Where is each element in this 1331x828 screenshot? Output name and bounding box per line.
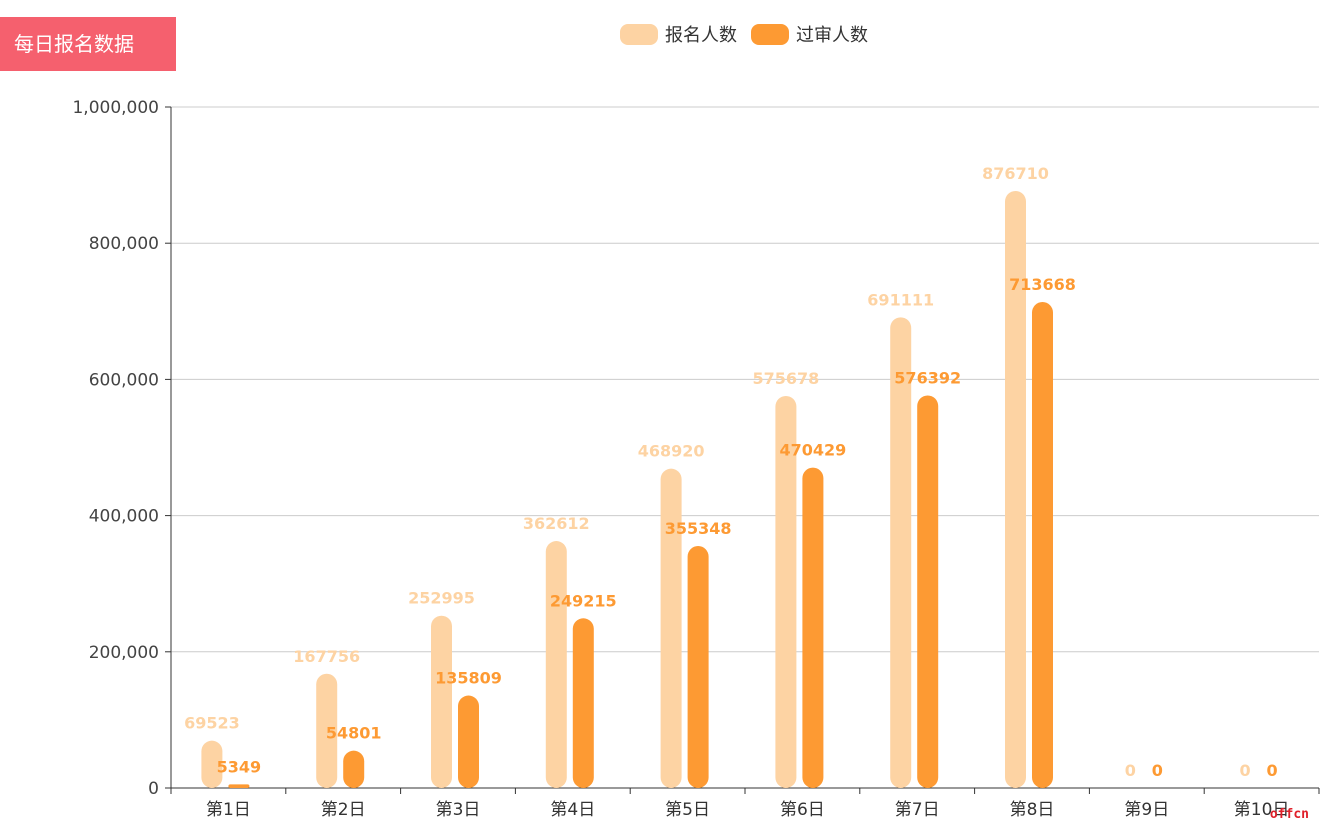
y-tick-label: 1,000,000 xyxy=(72,98,159,118)
x-tick-label: 第10日 xyxy=(1234,800,1290,820)
data-label: 468920 xyxy=(638,442,705,461)
bar-registered xyxy=(1005,190,1026,788)
data-label: 0 xyxy=(1240,761,1251,780)
data-label: 0 xyxy=(1125,761,1136,780)
x-tick-label: 第3日 xyxy=(436,800,481,820)
bar-registered xyxy=(545,541,567,788)
x-tick-label: 第2日 xyxy=(321,800,366,820)
legend-label: 报名人数 xyxy=(665,25,737,46)
data-label: 0 xyxy=(1267,761,1278,780)
data-label: 876710 xyxy=(982,164,1049,183)
x-tick-label: 第7日 xyxy=(895,800,940,820)
data-label: 167756 xyxy=(293,647,360,666)
y-tick-label: 0 xyxy=(148,779,159,799)
data-label: 362612 xyxy=(523,514,590,533)
x-tick-label: 第5日 xyxy=(665,800,710,820)
x-tick-label: 第8日 xyxy=(1010,800,1055,820)
bar-approved xyxy=(802,467,824,788)
data-label: 249215 xyxy=(550,591,617,610)
legend-label: 过审人数 xyxy=(796,25,868,46)
y-tick-label: 400,000 xyxy=(89,507,159,527)
data-label: 355348 xyxy=(665,519,732,538)
bar-registered xyxy=(201,740,223,788)
x-tick-label: 第1日 xyxy=(206,800,251,820)
bar-registered xyxy=(775,395,797,788)
x-tick-label: 第9日 xyxy=(1124,800,1169,820)
x-tick-label: 第6日 xyxy=(780,800,825,820)
legend-swatch xyxy=(751,24,789,45)
y-tick-label: 200,000 xyxy=(89,643,159,663)
data-label: 575678 xyxy=(753,369,820,388)
data-label: 54801 xyxy=(326,724,382,743)
data-label: 69523 xyxy=(184,714,240,733)
bar-approved xyxy=(343,750,365,788)
data-label: 0 xyxy=(1152,761,1163,780)
x-tick-label: 第4日 xyxy=(550,800,595,820)
watermark: offcn xyxy=(1269,807,1309,822)
y-tick-label: 600,000 xyxy=(89,370,159,390)
bar-registered xyxy=(316,673,338,788)
data-label: 135809 xyxy=(435,669,502,688)
bar-registered xyxy=(890,317,912,788)
bar-approved xyxy=(1032,301,1053,788)
data-label: 470429 xyxy=(780,441,847,460)
bar-registered xyxy=(431,615,452,788)
data-label: 576392 xyxy=(894,368,961,387)
bar-approved xyxy=(917,395,939,788)
legend-swatch xyxy=(620,24,658,45)
bar-approved xyxy=(687,546,709,788)
bar-approved xyxy=(572,618,594,788)
y-tick-label: 800,000 xyxy=(89,234,159,254)
data-label: 252995 xyxy=(408,589,475,608)
bar-registered xyxy=(660,468,682,788)
data-label: 5349 xyxy=(217,757,262,776)
data-label: 713668 xyxy=(1009,275,1076,294)
bar-approved xyxy=(228,784,250,788)
chart-title: 每日报名数据 xyxy=(0,17,176,71)
data-label: 691111 xyxy=(867,290,934,309)
bar-approved xyxy=(458,695,479,788)
